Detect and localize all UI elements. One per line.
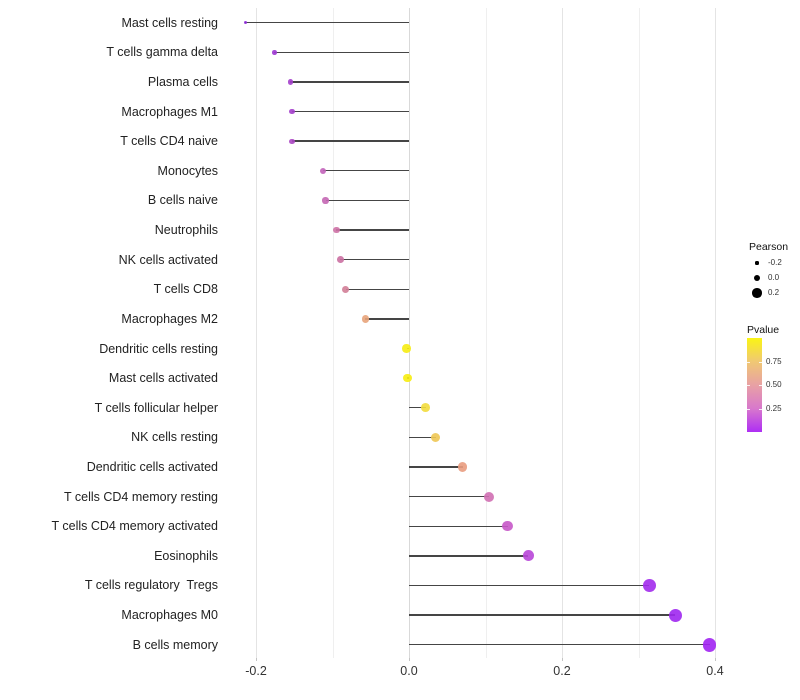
y-axis-label: Plasma cells	[147, 74, 218, 89]
lollipop-stick	[340, 258, 409, 261]
pvalue-colorbar-tick	[759, 361, 762, 363]
lollipop-stick	[290, 81, 409, 83]
lollipop-stick	[409, 525, 508, 527]
lollipop-stick	[291, 110, 409, 113]
pvalue-colorbar-tick	[759, 408, 762, 410]
y-axis-label: T cells CD4 naive	[120, 134, 218, 149]
pvalue-colorbar	[747, 338, 762, 432]
y-axis-label: B cells naive	[147, 193, 218, 208]
y-axis-label: Dendritic cells activated	[86, 460, 218, 474]
y-axis-label: Macrophages M2	[121, 311, 218, 326]
gridline-minor	[332, 8, 334, 658]
data-point	[322, 197, 329, 204]
lollipop-stick	[291, 140, 409, 142]
lollipop-stick	[409, 584, 650, 587]
y-axis-label: T cells follicular helper	[94, 400, 218, 415]
y-axis-label: T cells regulatory Tregs	[84, 578, 218, 593]
pearson-legend-label: -0.2	[768, 258, 782, 267]
data-point	[431, 432, 441, 442]
zero-line	[409, 8, 410, 658]
y-axis-label: B cells memory	[132, 637, 218, 652]
x-axis-tick	[715, 658, 716, 661]
pvalue-colorbar-tick	[759, 385, 762, 386]
pvalue-colorbar-label: 0.75	[766, 356, 782, 366]
lollipop-stick	[409, 436, 436, 439]
lollipop-stick	[409, 555, 529, 557]
data-point	[361, 315, 370, 323]
y-axis-label: Macrophages M1	[121, 104, 218, 119]
y-axis-label: Eosinophils	[154, 548, 218, 563]
data-point	[336, 256, 344, 264]
data-point	[289, 108, 295, 115]
x-axis-tick	[562, 658, 563, 661]
gridline-minor	[485, 8, 487, 658]
lollipop-stick	[409, 466, 463, 468]
data-point	[287, 79, 294, 85]
pvalue-colorbar-tick	[747, 361, 750, 363]
lollipop-stick	[365, 318, 409, 320]
pearson-legend-label: 0.0	[768, 273, 780, 282]
data-point	[289, 138, 295, 144]
gridline-major	[256, 8, 257, 658]
data-point	[332, 226, 340, 234]
data-point	[668, 608, 682, 622]
data-point	[272, 50, 277, 55]
y-axis-label: Macrophages M0	[121, 608, 218, 623]
pearson-legend-dot	[752, 288, 762, 298]
lollipop-stick	[323, 170, 409, 172]
y-axis-label: Mast cells activated	[108, 371, 218, 386]
data-point	[457, 462, 468, 472]
lollipop-stick	[345, 288, 409, 290]
x-axis-tick	[409, 658, 410, 661]
data-point	[421, 403, 431, 413]
data-point	[402, 344, 411, 353]
pvalue-colorbar-label: 0.50	[766, 380, 782, 389]
pearson-legend-dot	[755, 261, 759, 265]
pearson-legend-title: Pearson	[749, 241, 789, 253]
gridline-major	[562, 8, 563, 658]
lollipop-stick	[409, 407, 426, 409]
lollipop-stick	[409, 614, 676, 616]
x-axis-tick	[256, 658, 257, 661]
data-point	[484, 491, 495, 502]
pvalue-legend-title: Pvalue	[747, 324, 780, 336]
pearson-legend-label: 0.2	[768, 288, 780, 297]
y-axis-label: T cells CD4 memory activated	[51, 519, 219, 534]
y-axis-label: Mast cells resting	[121, 15, 218, 30]
x-axis-tick-label: -0.2	[245, 664, 267, 678]
lollipop-stick	[336, 229, 409, 231]
y-axis-label: Dendritic cells resting	[99, 341, 218, 356]
y-axis-label: Monocytes	[157, 163, 218, 178]
data-point	[320, 167, 327, 174]
y-axis-label: Neutrophils	[154, 223, 218, 238]
data-point	[642, 579, 656, 592]
y-axis-label: NK cells resting	[131, 430, 218, 445]
data-point	[243, 21, 247, 25]
x-axis-tick-label: 0.0	[400, 664, 418, 678]
y-axis-label: T cells gamma delta	[106, 45, 218, 60]
x-axis-tick-label: 0.4	[706, 664, 724, 678]
pearson-legend-dot	[753, 274, 761, 282]
pvalue-colorbar-label: 0.25	[766, 403, 782, 413]
data-point	[403, 373, 412, 383]
lollipop-stick	[274, 51, 409, 53]
pvalue-colorbar-tick	[747, 408, 750, 410]
gridline-minor	[638, 8, 640, 658]
x-axis-tick-label: 0.2	[553, 664, 571, 678]
lollipop-stick	[245, 22, 409, 24]
data-point	[502, 521, 513, 532]
data-point	[702, 637, 717, 652]
y-axis-label: T cells CD4 memory resting	[64, 489, 218, 504]
lollipop-stick	[325, 199, 409, 202]
gridline-major	[715, 8, 716, 658]
lollipop-stick	[409, 644, 710, 646]
data-point	[522, 550, 534, 562]
y-axis-label: T cells CD8	[153, 282, 218, 297]
pvalue-colorbar-tick	[747, 385, 750, 386]
data-point	[342, 285, 349, 293]
lollipop-stick	[409, 495, 490, 498]
y-axis-label: NK cells activated	[118, 252, 218, 267]
